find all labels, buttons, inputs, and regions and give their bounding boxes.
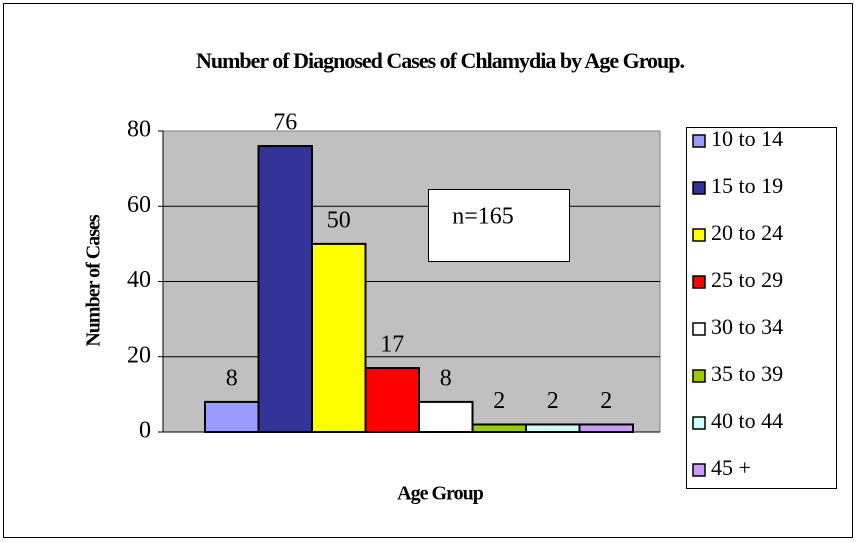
legend-box xyxy=(686,127,837,489)
legend-label: 35 to 39 xyxy=(711,361,783,386)
legend-swatch xyxy=(692,228,706,242)
data-label: 50 xyxy=(327,207,351,233)
annotation: n=165 xyxy=(452,204,514,230)
legend-label: 10 to 14 xyxy=(711,126,783,151)
legend-label: 20 to 24 xyxy=(711,220,783,245)
legend-label: 45 + xyxy=(711,455,751,480)
bar xyxy=(471,423,527,434)
legend-label: 15 to 19 xyxy=(711,173,783,198)
bar xyxy=(257,145,313,434)
legend-swatch xyxy=(692,463,706,477)
legend-swatch xyxy=(692,275,706,289)
legend-label: 30 to 34 xyxy=(711,314,783,339)
data-label: 8 xyxy=(440,365,452,391)
bar xyxy=(364,367,420,434)
y-tick-label: 20 xyxy=(127,342,151,368)
data-label: 8 xyxy=(226,365,238,391)
y-tick-label: 40 xyxy=(127,267,151,293)
data-label: 2 xyxy=(493,388,505,414)
legend-label: 25 to 29 xyxy=(711,267,783,292)
x-axis-label: Age Group xyxy=(397,483,484,505)
y-tick-label: 60 xyxy=(127,192,151,218)
bar xyxy=(578,423,634,434)
y-axis-label: Number of Cases xyxy=(83,214,105,347)
data-label: 76 xyxy=(273,110,297,136)
legend-swatch xyxy=(692,369,706,383)
legend-swatch xyxy=(692,416,706,430)
data-label: 2 xyxy=(547,388,559,414)
bar xyxy=(204,400,260,433)
bar xyxy=(311,242,367,433)
legend-swatch xyxy=(692,322,706,336)
data-label: 17 xyxy=(380,332,404,358)
annotation-box xyxy=(428,189,570,262)
bar xyxy=(525,423,581,434)
legend-label: 40 to 44 xyxy=(711,408,783,433)
data-label: 2 xyxy=(600,388,612,414)
y-tick-label: 0 xyxy=(139,418,151,444)
chart-title: Number of Diagnosed Cases of Chlamydia b… xyxy=(195,48,685,73)
legend-swatch xyxy=(692,134,706,148)
legend-swatch xyxy=(692,181,706,195)
bar xyxy=(418,400,474,433)
y-tick-label: 80 xyxy=(127,117,151,143)
